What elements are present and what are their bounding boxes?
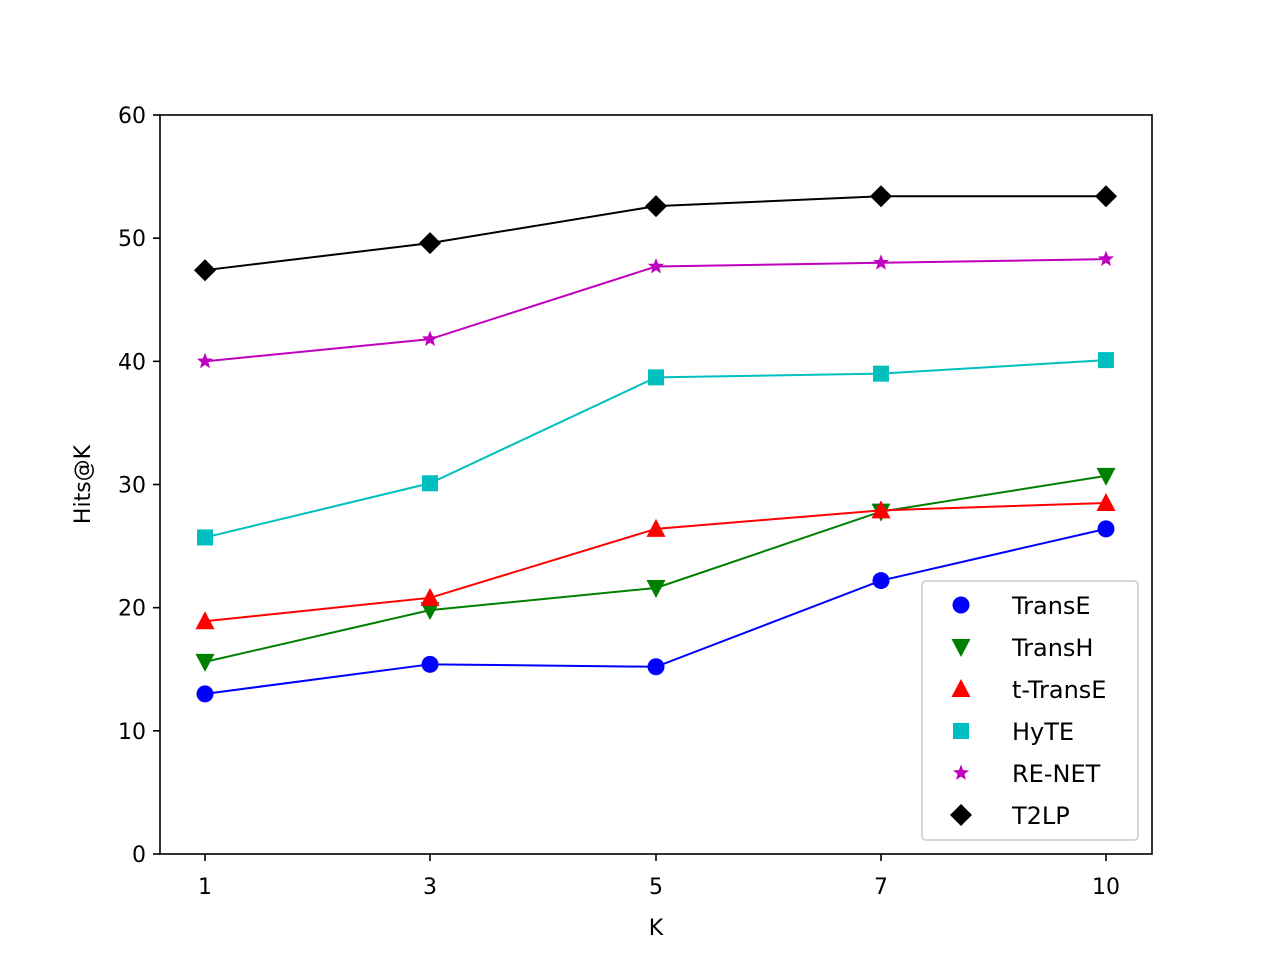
data-point: [421, 330, 439, 347]
data-point: [647, 658, 665, 676]
y-tick-label: 50: [118, 227, 146, 252]
data-point: [1097, 250, 1115, 266]
data-point: [419, 232, 441, 255]
series-t-transe: [195, 492, 1116, 630]
x-axis-label: K: [649, 916, 664, 941]
y-axis-label: Hits@K: [71, 444, 96, 524]
legend-item: TransH: [951, 634, 1093, 662]
legend-marker: [951, 679, 971, 697]
legend-item: t-TransE: [951, 676, 1106, 704]
data-point: [872, 572, 890, 590]
series-t2lp: [194, 185, 1117, 282]
y-tick-label: 20: [118, 597, 146, 622]
data-point: [420, 587, 440, 606]
x-tick-label: 5: [649, 875, 663, 900]
legend-marker: [951, 639, 971, 657]
data-point: [196, 352, 214, 369]
data-point: [422, 475, 438, 492]
legend-item: RE-NET: [952, 760, 1101, 788]
legend-marker: [952, 764, 970, 780]
legend-label: T2LP: [1011, 802, 1070, 830]
data-point: [194, 259, 216, 282]
legend-marker: [953, 723, 969, 739]
legend-item: TransE: [952, 592, 1091, 620]
data-point: [646, 518, 666, 537]
x-tick-label: 7: [874, 875, 888, 900]
data-point: [1095, 185, 1117, 208]
legend-marker: [952, 596, 970, 614]
data-point: [1096, 467, 1116, 486]
legend: TransE TransH t-TransE HyTE RE-NET T2LP: [921, 580, 1139, 841]
legend-label: HyTE: [1012, 718, 1074, 746]
data-point: [1097, 520, 1115, 538]
data-point: [872, 254, 890, 270]
legend-marker: [950, 804, 972, 826]
legend-label: TransH: [1011, 634, 1093, 662]
data-point: [196, 685, 214, 703]
data-point: [195, 611, 215, 630]
y-tick-label: 60: [118, 104, 146, 129]
x-tick-label: 1: [198, 875, 212, 900]
series-transe: [196, 520, 1115, 703]
y-tick-label: 30: [118, 474, 146, 499]
data-point: [871, 500, 891, 519]
series-re-net: [196, 250, 1115, 369]
y-tick-label: 40: [118, 350, 146, 375]
data-point: [1096, 492, 1116, 511]
x-tick-label: 3: [423, 875, 437, 900]
y-tick-label: 10: [118, 720, 146, 745]
y-tick-label: 0: [132, 843, 146, 868]
legend-label: TransE: [1011, 592, 1091, 620]
legend-item: T2LP: [950, 802, 1070, 830]
series-layer: [194, 185, 1117, 703]
axes-layer: 0 10 20 30 40 50 60 1 3 5 7 10: [118, 104, 1120, 900]
data-point: [420, 602, 440, 621]
data-point: [873, 365, 889, 382]
data-point: [645, 195, 667, 218]
data-point: [870, 185, 892, 208]
x-tick-label: 10: [1092, 875, 1120, 900]
legend-label: RE-NET: [1012, 760, 1101, 788]
data-point: [195, 653, 215, 672]
data-point: [421, 655, 439, 673]
data-point: [1098, 352, 1114, 369]
data-point: [648, 369, 664, 386]
data-point: [647, 258, 665, 274]
legend-box: [921, 580, 1139, 841]
data-point: [646, 579, 666, 598]
legend-label: t-TransE: [1012, 676, 1106, 704]
data-point: [197, 529, 213, 546]
legend-item: HyTE: [953, 718, 1074, 746]
series-hyte: [197, 352, 1114, 546]
